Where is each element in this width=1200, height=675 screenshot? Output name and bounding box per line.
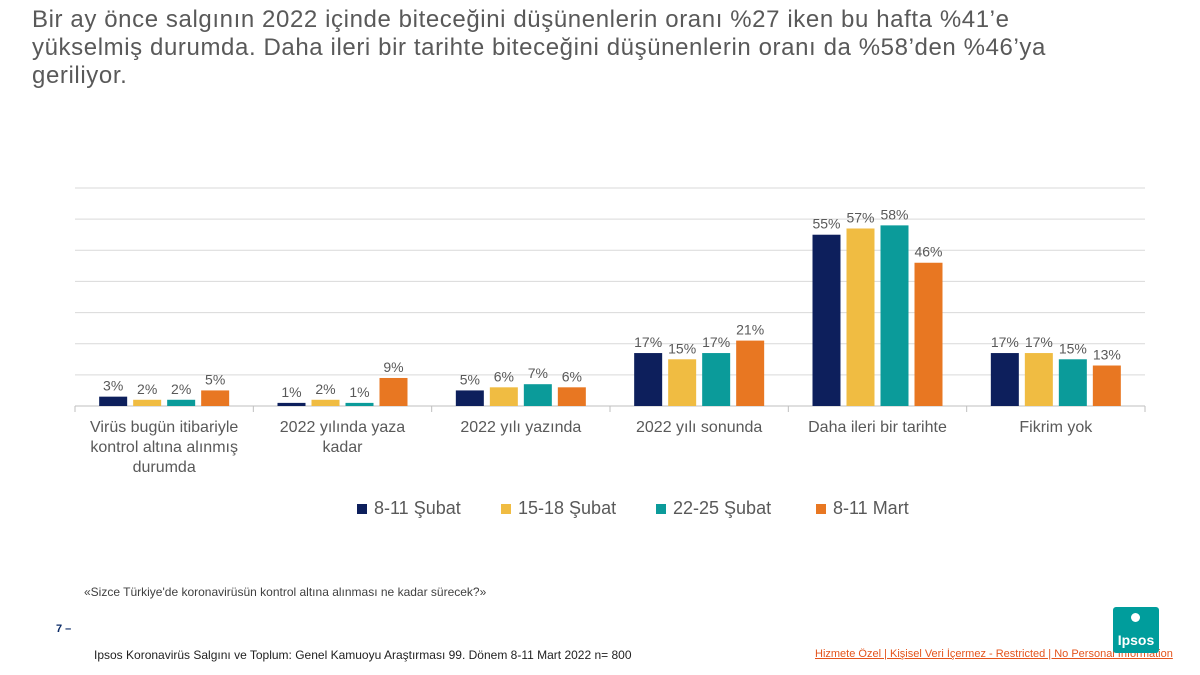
- data-label: 17%: [1025, 334, 1053, 350]
- logo-text: Ipsos: [1117, 632, 1155, 648]
- legend-swatch: [656, 504, 666, 514]
- slide-title-line: geriliyor.: [32, 62, 128, 89]
- slide-title-line: yükselmiş durumda. Daha ileri bir tariht…: [32, 34, 1046, 61]
- bar: [736, 340, 765, 406]
- data-label: 6%: [494, 368, 514, 384]
- category-label: Virüs bugün itibariyle kontrol altına alı…: [90, 419, 238, 476]
- footer-source: Ipsos Koronavirüs Salgını ve Toplum: Gen…: [94, 648, 632, 662]
- bar: [812, 234, 841, 406]
- bar: [201, 390, 230, 406]
- legend-swatch: [501, 504, 511, 514]
- bar: [167, 399, 196, 406]
- legend-label: 8-11 Mart: [833, 498, 909, 518]
- bar: [634, 353, 663, 406]
- bar: [990, 353, 1019, 406]
- bar: [455, 390, 484, 406]
- data-label: 17%: [702, 334, 730, 350]
- slide-title-line: Bir ay önce salgının 2022 içinde biteceğ…: [32, 6, 1010, 33]
- data-label: 1%: [349, 384, 369, 400]
- category-label-line: kontrol altına alınmış: [90, 439, 238, 456]
- category-label-line: 2022 yılında yaza: [280, 419, 406, 436]
- bar: [345, 402, 374, 406]
- data-label: 7%: [528, 365, 548, 381]
- page-number: 7 –: [56, 623, 72, 635]
- data-label: 13%: [1093, 347, 1121, 363]
- bar: [1024, 353, 1053, 406]
- category-label: Daha ileri bir tarihte: [808, 419, 947, 436]
- bar: [277, 402, 306, 406]
- data-label: 2%: [137, 381, 157, 397]
- data-label: 5%: [460, 371, 480, 387]
- data-label: 46%: [914, 244, 942, 260]
- category-label-line: durumda: [133, 459, 196, 476]
- bar: [1092, 365, 1121, 406]
- data-label: 2%: [315, 381, 335, 397]
- bar: [668, 359, 697, 406]
- data-label: 5%: [205, 371, 225, 387]
- bar: [133, 399, 162, 406]
- data-label: 6%: [562, 368, 582, 384]
- category-label-line: Virüs bugün itibariyle: [90, 419, 238, 436]
- bar: [523, 384, 552, 406]
- category-label-line: Fikrim yok: [1019, 419, 1093, 436]
- category-label: 2022 yılında yaza kadar: [280, 419, 406, 456]
- bar: [379, 377, 408, 406]
- data-label: 55%: [812, 216, 840, 232]
- bar: [311, 399, 340, 406]
- category-label-line: 2022 yılı yazında: [460, 419, 581, 436]
- bar: [914, 262, 943, 406]
- bar: [846, 228, 875, 406]
- bar: [99, 396, 128, 406]
- data-label: 17%: [634, 334, 662, 350]
- bar: [1058, 359, 1087, 406]
- data-label: 58%: [880, 206, 908, 222]
- data-label: 15%: [668, 340, 696, 356]
- category-label: 2022 yılı yazında: [460, 419, 581, 436]
- legend-swatch: [816, 504, 826, 514]
- category-label-line: 2022 yılı sonunda: [636, 419, 762, 436]
- category-label-line: kadar: [322, 439, 363, 456]
- category-label: 2022 yılı sonunda: [636, 419, 762, 436]
- legend-label: 22-25 Şubat: [673, 498, 771, 518]
- classification-link[interactable]: Hizmete Özel | Kişisel Veri İçermez - Re…: [815, 648, 1173, 660]
- data-label: 57%: [846, 209, 874, 225]
- data-label: 21%: [736, 322, 764, 338]
- data-label: 9%: [383, 359, 403, 375]
- bar: [489, 387, 518, 406]
- legend-label: 15-18 Şubat: [518, 498, 616, 518]
- data-label: 3%: [103, 378, 123, 394]
- data-label: 15%: [1059, 340, 1087, 356]
- category-label-line: Daha ileri bir tarihte: [808, 419, 947, 436]
- logo-dot-icon: [1131, 613, 1140, 622]
- bar: [557, 387, 586, 406]
- data-label: 2%: [171, 381, 191, 397]
- ipsos-logo: Ipsos: [1113, 607, 1159, 653]
- survey-question: «Sizce Türkiye'de koronavirüsün kontrol …: [84, 585, 487, 599]
- slide-title: Bir ay önce salgının 2022 içinde biteceğ…: [32, 6, 1192, 90]
- legend-label: 8-11 Şubat: [374, 498, 461, 518]
- data-label: 17%: [991, 334, 1019, 350]
- bar: [880, 225, 909, 406]
- data-label: 1%: [281, 384, 301, 400]
- category-label: Fikrim yok: [1019, 419, 1093, 436]
- legend-swatch: [357, 504, 367, 514]
- bar: [702, 353, 731, 406]
